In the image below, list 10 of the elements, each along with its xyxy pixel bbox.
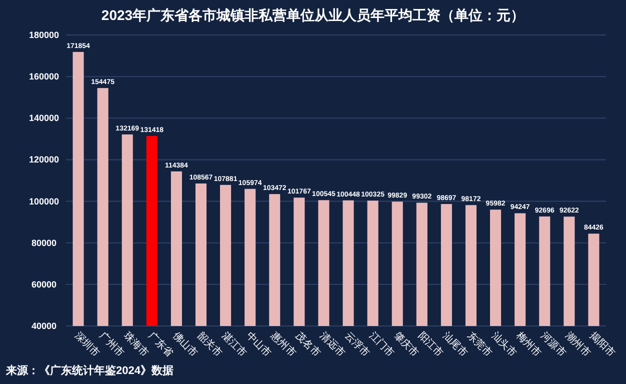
y-tick-label: 40000 (31, 321, 57, 331)
y-tick-label: 60000 (31, 279, 57, 290)
y-tick-label: 140000 (28, 113, 60, 124)
y-tick-label: 120000 (28, 154, 60, 165)
y-tick-label: 180000 (28, 30, 60, 40)
y-tick-label: 80000 (31, 238, 57, 248)
chart-title: 2023年广东省各市城镇非私营单位从业人员年平均工资（单位：元） (101, 7, 525, 23)
y-tick-label: 160000 (28, 72, 60, 82)
source-note: 来源：《广东统计年鉴2024》数据 (5, 364, 174, 377)
y-tick-label: 100000 (28, 196, 60, 206)
